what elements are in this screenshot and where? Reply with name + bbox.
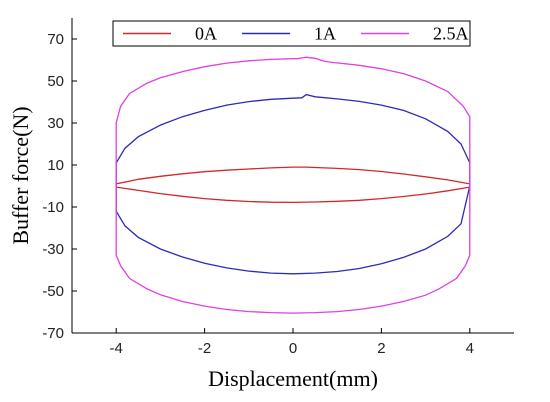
- y-tick-label: 50: [47, 73, 64, 90]
- legend-box: [112, 20, 471, 47]
- series-line-2: [115, 56, 471, 314]
- legend: 0A 1A 2.5A: [112, 20, 471, 47]
- y-tick-label: 30: [47, 115, 64, 132]
- y-tick-label: -30: [42, 241, 64, 258]
- y-tick-label: -70: [42, 325, 64, 342]
- legend-label-2: 2.5A: [433, 24, 469, 44]
- axes: [71, 18, 514, 334]
- y-axis-title: Buffer force(N): [8, 106, 33, 244]
- ticks: -4 -2 0 2 4 -70 -50 -30 -10 10 30 50 70: [42, 31, 474, 357]
- x-tick-label: -2: [198, 340, 211, 357]
- x-axis-title: Displacement(mm): [208, 366, 378, 391]
- series-line-1: [115, 93, 471, 275]
- x-tick-label: -4: [110, 340, 123, 357]
- x-tick-label: 0: [289, 340, 297, 357]
- y-tick-label: 70: [47, 31, 64, 48]
- legend-label-0: 0A: [195, 24, 217, 44]
- y-tick-label: 10: [47, 157, 64, 174]
- x-tick-label: 2: [377, 340, 385, 357]
- legend-label-1: 1A: [314, 24, 336, 44]
- y-tick-label: -10: [42, 199, 64, 216]
- y-tick-label: -50: [42, 283, 64, 300]
- series-line-0: [115, 166, 471, 204]
- x-tick-label: 4: [466, 340, 474, 357]
- plot-area: [115, 56, 471, 314]
